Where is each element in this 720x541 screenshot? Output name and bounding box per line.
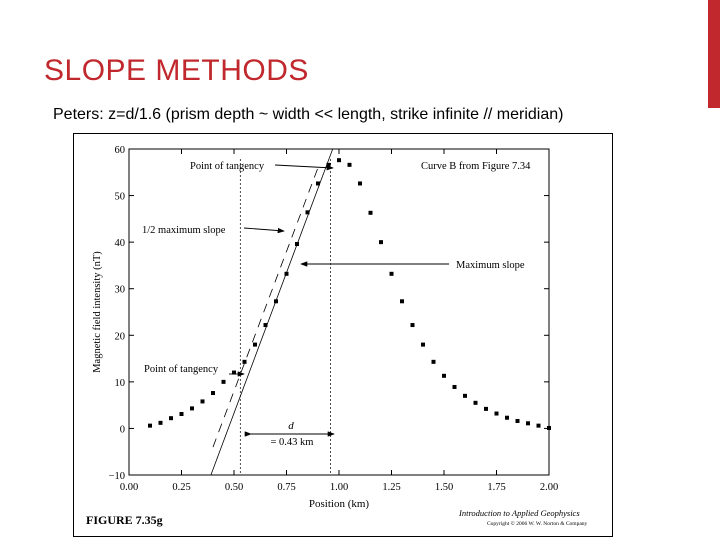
x-tick-label: 0.25: [172, 482, 190, 493]
y-tick-label: −10: [109, 471, 125, 482]
x-tick-label: 1.50: [435, 482, 453, 493]
y-tick-label: 40: [115, 238, 126, 249]
x-tick-label: 1.75: [487, 482, 505, 493]
data-point: [305, 210, 310, 215]
data-point: [221, 379, 226, 384]
y-axis-ticks: −10 0 10 20 30 40 50 60: [109, 145, 549, 482]
y-tick-label: 30: [115, 285, 126, 296]
data-point: [158, 420, 163, 425]
data-point: [431, 359, 436, 364]
x-tick-label: 1.25: [382, 482, 400, 493]
data-point: [410, 323, 415, 328]
data-point: [515, 418, 520, 423]
annotation-point-of-tangency-top: Point of tangency: [190, 161, 265, 172]
data-point: [274, 299, 278, 304]
magnetic-profile-chart: 0.00 0.25 0.50 0.75 1.00 1.25 1.50 1.75 2.00 −10…: [86, 145, 588, 527]
data-point: [547, 425, 551, 430]
arrow-point-of-tangency-top: [274, 164, 334, 171]
data-point: [211, 391, 215, 396]
data-point: [494, 411, 499, 416]
data-point: [200, 399, 205, 404]
data-point: [400, 299, 404, 304]
data-point: [337, 158, 341, 163]
arrow-half-max-slope: [243, 227, 285, 234]
accent-bar: [708, 0, 720, 108]
data-point: [284, 271, 289, 276]
x-tick-label: 1.00: [330, 482, 348, 493]
data-point: [179, 411, 184, 416]
max-slope-line: [210, 148, 334, 476]
data-point: [421, 342, 425, 347]
data-point: [263, 323, 268, 328]
y-axis-label: Magnetic field intensity (nT): [92, 251, 103, 373]
plot-area: [128, 148, 550, 476]
data-point: [358, 181, 362, 186]
data-point: [232, 370, 236, 375]
data-point: [463, 393, 467, 398]
data-point: [326, 162, 331, 167]
y-tick-label: 50: [115, 192, 126, 203]
guide-lines: [210, 148, 334, 476]
annotation-half-max-slope: 1/2 maximum slope: [142, 225, 226, 236]
slide-title: SLOPE METHODS: [44, 54, 309, 87]
data-point: [526, 421, 530, 426]
data-point: [389, 271, 394, 276]
data-point: [473, 400, 478, 405]
d-value: = 0.43 km: [271, 437, 314, 448]
figure-credit-title: Introduction to Applied Geophysics: [458, 508, 580, 518]
slide-subtitle: Peters: z=d/1.6 (prism depth ~ width << …: [53, 106, 564, 123]
data-point: [368, 210, 373, 215]
data-point: [442, 373, 446, 378]
data-point: [379, 240, 383, 245]
x-tick-label: 2.00: [540, 482, 558, 493]
data-point: [169, 416, 173, 421]
figure-frame: 0.00 0.25 0.50 0.75 1.00 1.25 1.50 1.75 2.00 −10…: [73, 133, 613, 537]
figure-credit-copyright: Copyright © 2006 W. W. Norton & Company: [487, 520, 588, 527]
annotation-maximum-slope: Maximum slope: [456, 260, 525, 271]
data-point: [505, 415, 509, 420]
x-tick-label: 0.50: [225, 482, 243, 493]
y-tick-label: 60: [115, 145, 126, 156]
y-tick-label: 10: [115, 378, 126, 389]
annotation-point-of-tangency-bottom: Point of tangency: [144, 364, 219, 375]
x-axis-ticks: 0.00 0.25 0.50 0.75 1.00 1.25 1.50 1.75 2.00: [120, 149, 558, 493]
data-point: [253, 342, 257, 347]
figure-caption: FIGURE 7.35g: [86, 513, 163, 527]
data-point: [190, 406, 194, 411]
d-symbol: d: [288, 420, 294, 432]
data-points: [148, 158, 551, 430]
data-point: [347, 162, 352, 167]
annotation-curve-b: Curve B from Figure 7.34: [421, 161, 531, 172]
x-tick-label: 0.00: [120, 482, 138, 493]
y-tick-label: 0: [120, 424, 125, 435]
data-point: [452, 384, 457, 389]
data-point: [242, 359, 247, 364]
data-point: [148, 423, 152, 428]
y-tick-label: 20: [115, 331, 126, 342]
x-axis-label: Position (km): [309, 498, 370, 510]
half-slope-line: [212, 167, 319, 448]
x-tick-label: 0.75: [277, 482, 295, 493]
data-point: [295, 242, 299, 247]
data-point: [316, 181, 320, 186]
data-point: [536, 423, 541, 428]
data-point: [484, 406, 488, 411]
